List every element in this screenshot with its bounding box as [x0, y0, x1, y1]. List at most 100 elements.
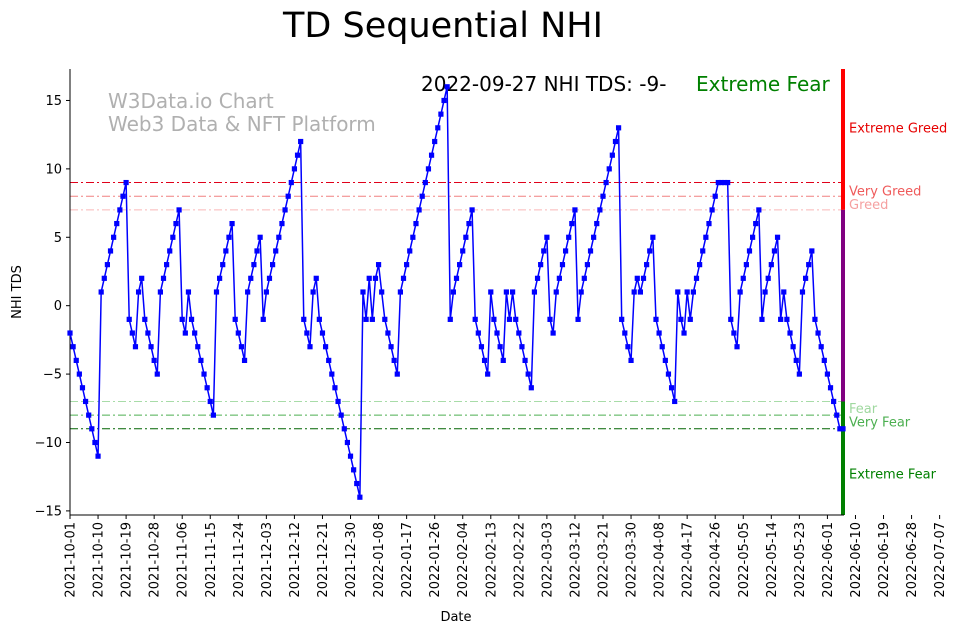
data-point	[73, 357, 79, 364]
data-point	[469, 207, 475, 213]
x-tick-label: 2022-01-17	[400, 522, 415, 598]
data-point	[712, 193, 718, 199]
data-point	[538, 262, 544, 268]
data-point	[435, 125, 441, 131]
data-point	[107, 248, 114, 254]
data-point	[245, 289, 251, 295]
data-point	[173, 220, 179, 227]
data-point	[513, 316, 519, 322]
x-axis-title: Date	[440, 610, 471, 625]
data-point	[481, 357, 488, 364]
data-point	[111, 234, 117, 240]
data-point	[117, 207, 123, 213]
data-point	[447, 316, 453, 322]
data-point	[591, 234, 597, 240]
data-point	[528, 385, 534, 391]
data-point	[566, 234, 572, 240]
y-axis-title: NHI TDS	[10, 265, 25, 319]
data-point	[672, 398, 678, 405]
data-point	[796, 371, 802, 377]
data-point	[294, 152, 301, 158]
data-point	[531, 289, 538, 295]
data-point	[453, 275, 460, 281]
data-point	[86, 412, 92, 418]
data-point	[494, 330, 500, 336]
x-tick-label: 2022-02-13	[484, 522, 499, 598]
watermark-line-1: W3Data.io Chart	[108, 89, 274, 113]
x-tick-label: 2021-10-28	[148, 522, 163, 598]
data-point	[506, 316, 513, 322]
data-point	[428, 152, 435, 158]
data-point	[457, 262, 463, 268]
data-point	[488, 289, 494, 295]
x-tick-label: 2021-11-15	[204, 522, 219, 598]
data-point	[519, 344, 525, 350]
data-point	[510, 289, 516, 295]
y-tick-label: 15	[45, 94, 62, 109]
x-tick-label: 2021-11-06	[176, 522, 191, 598]
data-point	[709, 207, 715, 213]
x-tick-label: 2021-12-12	[288, 522, 303, 598]
data-point	[151, 357, 157, 364]
data-point	[631, 289, 637, 295]
data-point	[731, 330, 737, 336]
data-point	[260, 316, 266, 322]
data-point	[285, 193, 291, 199]
data-point	[653, 316, 659, 322]
data-point	[382, 316, 388, 322]
data-point	[372, 275, 379, 281]
data-point	[837, 426, 843, 432]
data-point	[279, 220, 285, 227]
data-point	[391, 357, 397, 364]
data-point	[534, 275, 541, 281]
x-tick-label: 2021-10-01	[64, 522, 79, 598]
data-point	[360, 289, 366, 295]
data-point	[157, 289, 163, 295]
data-point	[123, 179, 129, 186]
x-tick-label: 2021-12-30	[344, 522, 359, 598]
data-point	[397, 289, 403, 295]
data-point	[164, 262, 170, 268]
y-tick-label: −10	[35, 436, 62, 451]
data-point	[129, 330, 135, 336]
zone-label: Greed	[849, 198, 888, 213]
data-point	[369, 316, 375, 322]
data-point	[634, 275, 640, 281]
data-point	[578, 289, 584, 295]
data-point	[266, 275, 273, 281]
data-point	[650, 234, 656, 240]
data-point	[76, 371, 82, 377]
data-point	[332, 385, 338, 391]
data-point	[282, 207, 288, 213]
x-tick-label: 2022-06-01	[821, 522, 836, 598]
data-point	[238, 344, 245, 350]
data-point	[778, 316, 784, 322]
data-point	[254, 248, 260, 254]
data-point	[553, 289, 559, 295]
x-tick-label: 2021-11-24	[232, 522, 247, 598]
data-point	[79, 385, 86, 391]
data-point	[737, 289, 743, 295]
data-point	[790, 344, 796, 350]
data-point	[416, 207, 422, 213]
data-point	[354, 480, 360, 487]
data-point	[182, 330, 188, 336]
data-point	[270, 262, 276, 268]
data-point	[310, 289, 316, 295]
data-point	[67, 330, 73, 336]
data-point	[351, 467, 357, 473]
data-point	[145, 330, 151, 336]
x-tick-label: 2022-01-08	[372, 522, 387, 598]
data-point	[668, 385, 675, 391]
data-point	[827, 385, 834, 391]
data-point	[746, 248, 753, 254]
data-point	[213, 289, 220, 295]
data-point	[647, 248, 653, 254]
annotation-text: 2022-09-27 NHI TDS: -9-	[421, 72, 666, 96]
data-point	[201, 371, 207, 377]
data-point	[503, 289, 509, 295]
data-point	[298, 138, 304, 145]
data-point	[728, 316, 734, 322]
